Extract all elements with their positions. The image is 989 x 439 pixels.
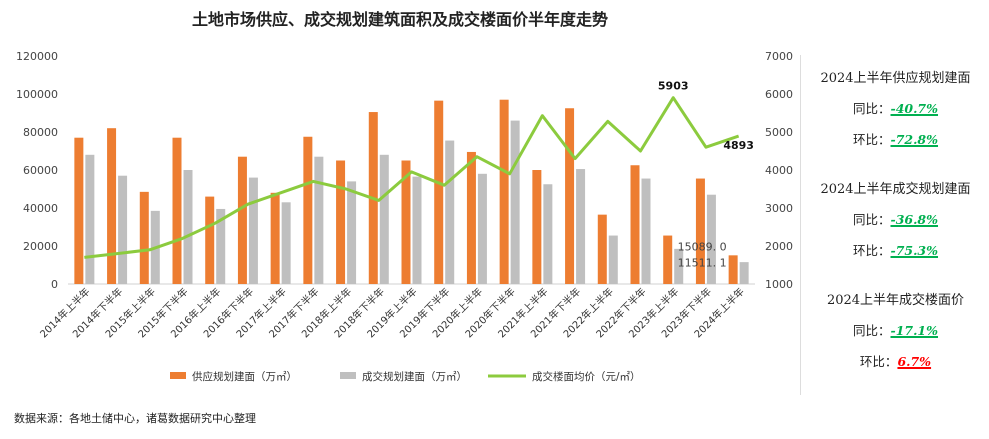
qoq-label: 环比： [859, 354, 898, 369]
deal-bar [674, 248, 684, 284]
supply-bar [532, 170, 542, 284]
yoy-value: -36.8% [890, 212, 939, 227]
yoy-value: -40.7% [890, 101, 939, 116]
y-right-tick-label: 7000 [765, 50, 793, 63]
y-right-tick-label: 1000 [765, 278, 793, 291]
deal-bar [118, 175, 128, 284]
supply-bar [565, 108, 575, 284]
supply-bar [466, 151, 476, 284]
supply-bar [630, 165, 640, 284]
deal-bar [445, 140, 455, 284]
summary-block-supply: 2024上半年供应规划建面 同比：-40.7% 环比：-72.8% [801, 67, 989, 148]
legend-swatch [170, 372, 186, 379]
legend-swatch [340, 372, 356, 379]
deal-data-label: 11511. 1 [678, 256, 727, 269]
deal-bar [477, 173, 487, 284]
deal-bar [347, 181, 357, 284]
deal-bar [379, 154, 389, 284]
supply-bar [695, 178, 705, 284]
deal-bar [608, 235, 618, 284]
deal-bar [314, 156, 324, 284]
deal-bar [248, 177, 258, 284]
qoq-value: -75.3% [890, 243, 939, 258]
supply-bar [107, 128, 117, 284]
y-left-tick-label: 60000 [23, 164, 58, 177]
deal-bar [706, 194, 716, 284]
summary-block-price: 2024上半年成交楼面价 同比：-17.1% 环比：6.7% [801, 289, 989, 370]
summary-heading: 2024上半年供应规划建面 [820, 71, 971, 86]
qoq-value: 6.7% [897, 354, 932, 369]
qoq-label: 环比： [852, 243, 891, 258]
supply-data-label: 15089. 0 [678, 240, 727, 253]
y-right-tick-label: 5000 [765, 126, 793, 139]
supply-bar [728, 255, 738, 284]
supply-bar [434, 100, 444, 285]
qoq-label: 环比： [852, 132, 891, 147]
qoq-value: -72.8% [890, 132, 939, 147]
supply-bar [74, 137, 84, 284]
y-right-tick-label: 3000 [765, 202, 793, 215]
deal-bar [543, 184, 553, 284]
price-data-label: 4893 [723, 139, 754, 152]
legend-label: 供应规划建面（万㎡） [192, 370, 297, 383]
summary-heading: 2024上半年成交规划建面 [820, 182, 971, 197]
supply-bar [597, 214, 607, 284]
y-left-tick-label: 40000 [23, 202, 58, 215]
data-source-note: 数据来源：各地土储中心，诸葛数据研究中心整理 [14, 412, 256, 425]
supply-bar [139, 191, 149, 284]
supply-bar [401, 160, 411, 284]
yoy-label: 同比： [852, 101, 891, 116]
chart-title: 土地市场供应、成交规划建筑面积及成交楼面价半年度走势 [191, 10, 608, 29]
yoy-label: 同比： [852, 212, 891, 227]
supply-bar [172, 137, 182, 284]
y-right-tick-label: 6000 [765, 88, 793, 101]
yoy-label: 同比： [852, 323, 891, 338]
summary-panel: 2024上半年供应规划建面 同比：-40.7% 环比：-72.8% 2024上半… [800, 55, 989, 395]
y-right-tick-label: 4000 [765, 164, 793, 177]
y-left-tick-label: 0 [51, 278, 58, 291]
y-left-tick-label: 80000 [23, 126, 58, 139]
supply-bar [663, 235, 673, 284]
price-line [84, 96, 740, 259]
combo-chart: 0 20000 40000 60000 80000 100000 120000 1000 200… [16, 50, 793, 383]
deal-bar [739, 262, 749, 284]
legend-label: 成交楼面均价（元/㎡） [532, 370, 641, 383]
summary-block-deal: 2024上半年成交规划建面 同比：-36.8% 环比：-75.3% [801, 178, 989, 259]
deal-bar [183, 170, 193, 284]
y-left-tick-label: 100000 [16, 88, 58, 101]
deal-bar [641, 178, 651, 284]
deal-bar [216, 208, 226, 284]
price-data-label: 5903 [658, 80, 689, 93]
supply-bar [237, 156, 247, 284]
summary-heading: 2024上半年成交楼面价 [826, 293, 965, 308]
supply-bar [270, 192, 280, 284]
y-left-tick-label: 120000 [16, 50, 58, 63]
y-left-tick-label: 20000 [23, 240, 58, 253]
supply-bar [499, 99, 509, 284]
y-right-tick-label: 2000 [765, 240, 793, 253]
yoy-value: -17.1% [890, 323, 939, 338]
deal-bar [281, 202, 291, 284]
legend-label: 成交规划建面（万㎡） [362, 370, 467, 383]
supply-bar [205, 196, 215, 284]
supply-bar [336, 160, 346, 284]
supply-bar [303, 136, 313, 284]
deal-bar [85, 154, 95, 284]
deal-bar [412, 176, 422, 284]
deal-bar [576, 169, 586, 284]
deal-bar [510, 120, 520, 284]
